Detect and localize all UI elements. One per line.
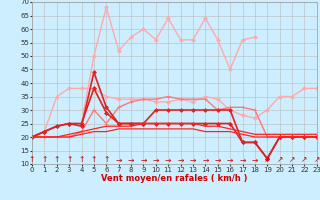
Text: ↗: ↗ [314,155,320,164]
Text: →: → [190,155,196,164]
Text: ↗: ↗ [264,155,270,164]
Text: →: → [165,155,172,164]
X-axis label: Vent moyen/en rafales ( km/h ): Vent moyen/en rafales ( km/h ) [101,174,248,183]
Text: →: → [252,155,258,164]
Text: →: → [227,155,233,164]
Text: ↗: ↗ [289,155,295,164]
Text: →: → [140,155,147,164]
Text: →: → [202,155,209,164]
Text: ↑: ↑ [53,155,60,164]
Text: ↑: ↑ [41,155,48,164]
Text: ↑: ↑ [66,155,72,164]
Text: ↑: ↑ [91,155,97,164]
Text: ↑: ↑ [103,155,109,164]
Text: →: → [177,155,184,164]
Text: ↑: ↑ [78,155,85,164]
Text: →: → [153,155,159,164]
Text: →: → [239,155,246,164]
Text: ↗: ↗ [276,155,283,164]
Text: ↗: ↗ [301,155,308,164]
Text: →: → [214,155,221,164]
Text: →: → [128,155,134,164]
Text: →: → [116,155,122,164]
Text: ↑: ↑ [29,155,35,164]
